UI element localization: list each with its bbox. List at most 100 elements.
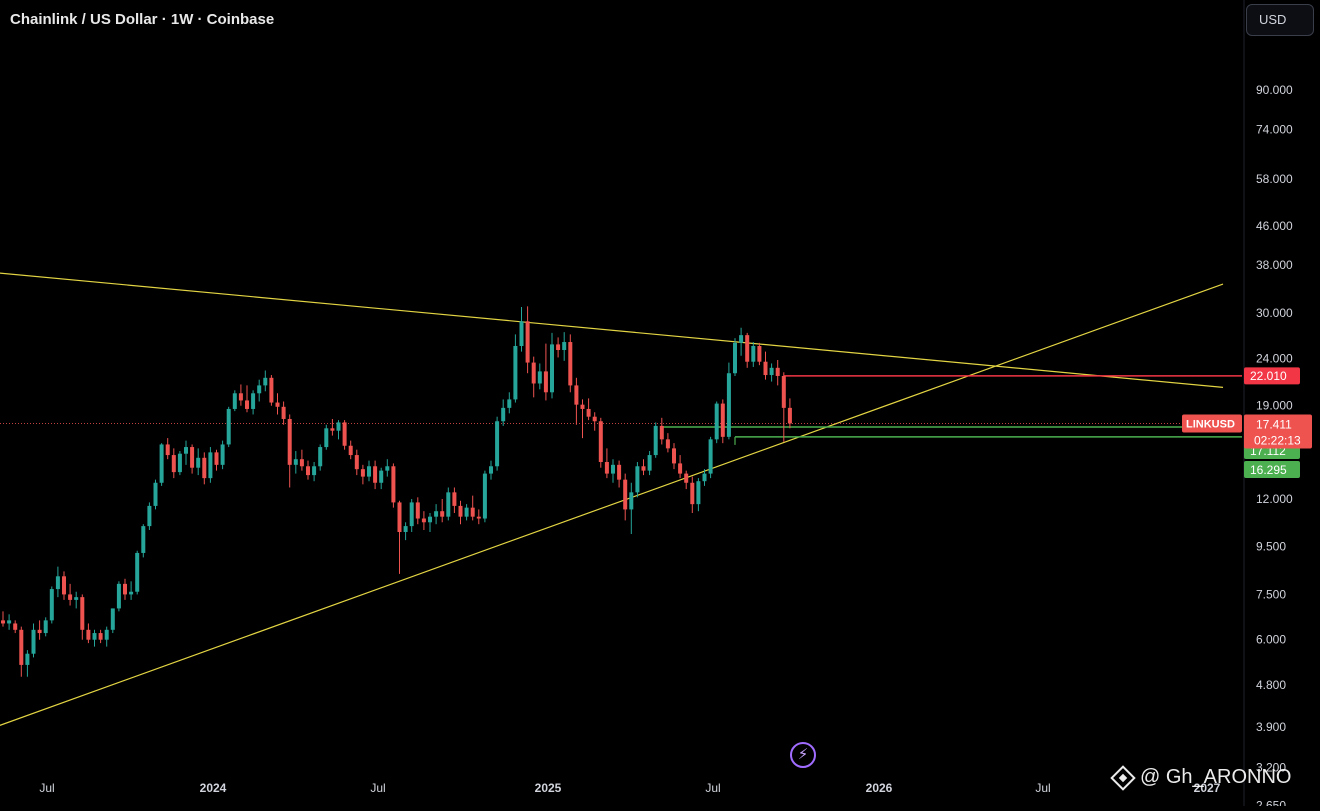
candle-body — [232, 393, 237, 409]
candle — [757, 342, 762, 366]
candle-body — [464, 507, 469, 517]
trendline — [0, 283, 1224, 726]
candle — [684, 470, 689, 490]
candle-body — [647, 455, 652, 471]
candle — [318, 444, 323, 471]
candle — [269, 375, 274, 406]
candle — [641, 459, 646, 476]
candle — [74, 591, 79, 609]
candle — [220, 440, 225, 470]
candle — [245, 385, 249, 413]
candle-body — [574, 385, 579, 405]
candle-body — [159, 444, 164, 483]
candle-body — [592, 416, 597, 422]
candle — [324, 424, 329, 450]
candle-body — [373, 466, 378, 483]
candle-body — [525, 321, 530, 363]
candle-body — [251, 393, 256, 409]
time-tick-label: 2024 — [200, 781, 227, 795]
candle-body — [446, 492, 451, 517]
candle-body — [31, 629, 36, 654]
support-bottom-price-label: 16.295 — [1250, 463, 1287, 477]
candle-body — [147, 505, 152, 527]
price-tick-label: 3.900 — [1256, 720, 1286, 734]
candle-body — [708, 439, 713, 474]
candle-body — [74, 597, 79, 600]
candle-body — [116, 583, 121, 609]
candle-body — [665, 439, 670, 449]
candle — [287, 414, 292, 488]
candle — [214, 449, 219, 471]
candle-body — [245, 400, 249, 409]
candle-body — [397, 502, 402, 532]
price-tick-label: 38.000 — [1256, 258, 1293, 272]
time-axis[interactable]: Jul 2024 Jul 2025 Jul 2026 Jul 2027 — [39, 781, 1220, 795]
candle — [623, 473, 628, 521]
candle — [238, 384, 243, 406]
candle — [129, 581, 134, 600]
candle-body — [556, 344, 561, 351]
candle — [440, 499, 445, 523]
candle — [281, 401, 286, 425]
candle — [550, 332, 554, 399]
price-tick-label: 58.000 — [1256, 172, 1293, 186]
candle — [672, 443, 676, 470]
candle-body — [336, 422, 341, 431]
candle-body — [135, 552, 140, 592]
candle-body — [293, 459, 298, 465]
candle-body — [513, 345, 518, 400]
candle — [312, 461, 317, 482]
candle — [37, 620, 42, 640]
candle-body — [598, 421, 603, 462]
candle — [635, 461, 640, 498]
candle-body — [287, 418, 292, 465]
candle-body — [367, 466, 371, 477]
candle — [141, 524, 146, 558]
candle — [720, 399, 725, 444]
candle — [159, 443, 164, 486]
candle-body — [507, 399, 512, 408]
candle — [568, 334, 573, 393]
candle-body — [678, 463, 683, 474]
candle — [68, 583, 73, 606]
candle-body — [238, 393, 243, 401]
time-tick-label: Jul — [705, 781, 720, 795]
candle-body — [403, 526, 408, 532]
candle — [647, 451, 652, 476]
candle — [397, 500, 402, 574]
candle-body — [751, 345, 756, 362]
candle — [257, 379, 262, 402]
candle-body — [452, 492, 457, 506]
candle-body — [720, 403, 725, 437]
candle-body — [458, 505, 463, 517]
candle-body — [391, 466, 396, 503]
candle-body — [226, 408, 231, 445]
candle — [306, 460, 310, 480]
candle-body — [635, 466, 640, 493]
price-axis[interactable]: 120.00090.00074.00058.00046.00038.00030.… — [1243, 0, 1300, 811]
candle — [574, 377, 579, 425]
candle-body — [13, 623, 18, 630]
price-tick-label: 24.000 — [1256, 351, 1293, 365]
candle — [446, 487, 451, 521]
candle — [464, 504, 469, 521]
candle-body — [611, 464, 615, 474]
candle — [49, 586, 54, 624]
candle — [562, 332, 567, 361]
candle — [653, 422, 658, 458]
candle — [226, 406, 231, 448]
symbol-tag-box — [1182, 414, 1242, 433]
binance-logo-icon — [1110, 764, 1136, 791]
lightning-icon[interactable]: ⚡ — [790, 742, 816, 768]
currency-selector-button[interactable]: USD — [1246, 4, 1314, 36]
candle-body — [586, 408, 591, 417]
candle-body — [714, 403, 719, 440]
candle-body — [434, 511, 439, 517]
trendline — [0, 272, 1224, 388]
candle-body — [43, 620, 48, 634]
price-tick-label: 9.500 — [1256, 539, 1286, 553]
candle — [379, 467, 384, 490]
price-tick-label: 74.000 — [1256, 123, 1293, 137]
